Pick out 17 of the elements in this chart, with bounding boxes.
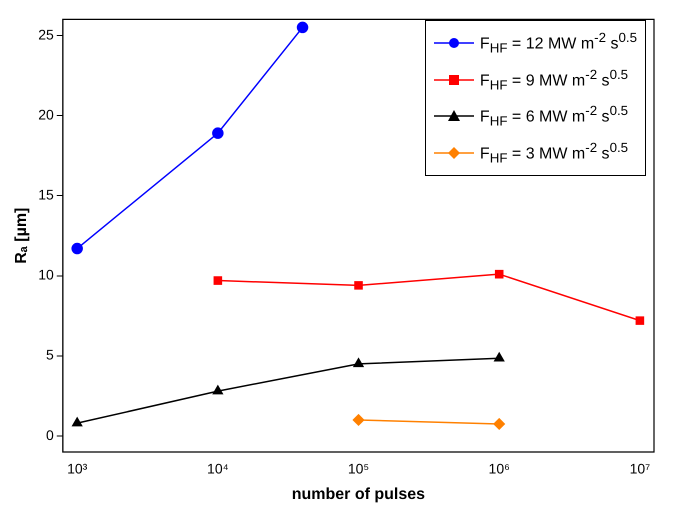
y-tick-label: 5 [46, 346, 54, 363]
legend-label: F$_{HF}$ = 3 MW m$^{-2}$ s$^{0.5}$ [480, 138, 628, 168]
legend-label: F$_{HF}$ = 6 MW m$^{-2}$ s$^{0.5}$ [480, 102, 628, 131]
x-axis-title: number of pulses [292, 486, 426, 503]
legend-label: F$_{HF}$ = 9 MW m$^{-2}$ s$^{0.5}$ [480, 66, 628, 94]
y-tick-label: 10 [38, 266, 54, 283]
x-tick-label: 10³ [67, 460, 88, 476]
y-axis-title: Rₐ [µm] [13, 208, 30, 264]
y-tick-label: 25 [38, 26, 54, 42]
x-tick-label: 10⁴ [207, 460, 229, 476]
y-tick-label: 20 [38, 106, 54, 122]
legend-label: F$_{HF}$ = 12 MW m$^{-2}$ s$^{0.5}$ [480, 29, 637, 58]
x-tick-label: 10⁵ [348, 460, 370, 476]
x-tick-label: 10⁷ [630, 460, 650, 476]
y-tick-label: 15 [38, 186, 54, 203]
y-tick-label: 0 [46, 426, 54, 443]
x-tick-label: 10⁶ [488, 460, 510, 476]
